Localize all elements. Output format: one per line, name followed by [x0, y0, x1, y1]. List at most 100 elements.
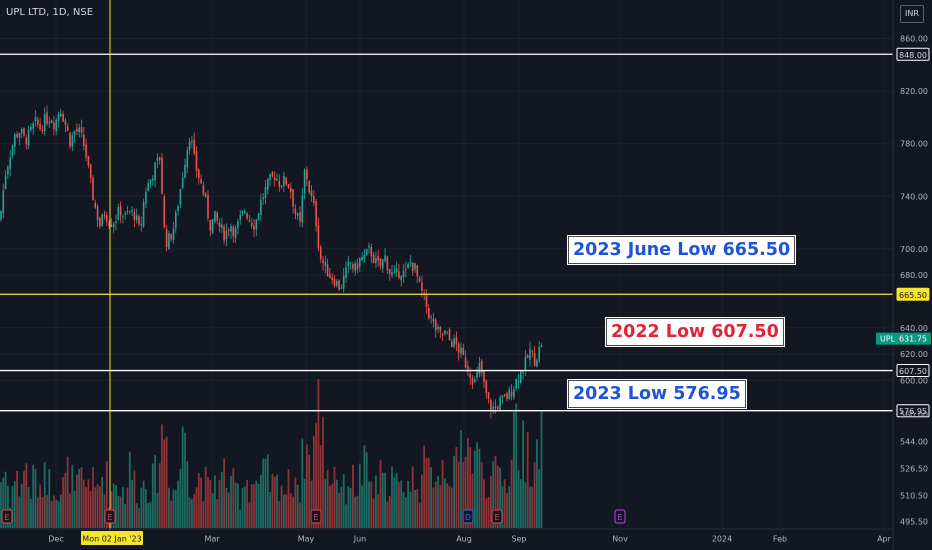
level-price-label: 607.50: [899, 367, 927, 376]
time-tick-label: Feb: [773, 535, 787, 544]
volume-bar: [303, 478, 306, 528]
volume-bar: [517, 470, 520, 528]
volume-bar: [510, 459, 513, 528]
volume-bar: [105, 461, 108, 528]
volume-bar: [467, 437, 469, 528]
volume-bar: [519, 478, 522, 528]
candle-body: [480, 360, 483, 373]
candle-body: [285, 177, 287, 185]
candle-body: [418, 278, 421, 281]
volume-bar: [103, 494, 106, 528]
volume-bar: [149, 501, 152, 528]
volume-bar: [71, 464, 74, 528]
candle-body: [230, 226, 232, 232]
horizontal-levels[interactable]: 848.00 665.50 607.50 576.95: [0, 47, 930, 418]
candle-body: [423, 293, 425, 295]
candle-body: [368, 245, 370, 248]
volume-bar: [370, 481, 373, 528]
volume-bar: [94, 487, 97, 528]
candle-body: [32, 123, 34, 129]
candle-body: [280, 185, 283, 187]
volume-bar: [393, 477, 396, 528]
volume-bar: [34, 468, 37, 528]
candle-body: [260, 199, 262, 216]
candle-body: [170, 234, 172, 240]
volume-bar: [124, 503, 127, 528]
volume-bar: [501, 486, 504, 528]
annotation-june-low[interactable]: 2023 June Low 665.50: [568, 236, 796, 264]
candle-body: [237, 221, 239, 228]
candle-body: [50, 120, 53, 124]
volume-bar: [18, 496, 21, 528]
candle-body: [152, 178, 154, 181]
candle-body: [379, 258, 382, 267]
volume-bar: [218, 479, 221, 528]
volume-bar: [36, 497, 39, 528]
candle-body: [299, 212, 301, 222]
volume-bar: [492, 461, 495, 528]
volume-bar: [158, 463, 161, 528]
volume-bar: [335, 479, 338, 528]
volume-bar: [82, 479, 85, 528]
volume-bar: [264, 458, 267, 528]
volume-bar: [329, 485, 331, 528]
volume-bar: [57, 501, 60, 528]
candle-body: [462, 347, 465, 355]
volume-bar: [250, 484, 253, 528]
time-tick-label: Aug: [456, 535, 472, 544]
candle-body: [478, 362, 481, 375]
annotation-2023-low[interactable]: 2023 Low 576.95: [568, 380, 746, 408]
candle-body: [165, 228, 168, 247]
candle-body: [89, 164, 92, 178]
candle-body: [296, 213, 299, 216]
earnings-event-marker: [462, 509, 474, 524]
candle-body: [526, 355, 529, 358]
volume-bar: [283, 494, 285, 528]
candle-body: [46, 112, 48, 124]
volume-bar: [278, 501, 281, 528]
candle-body: [508, 389, 511, 400]
candle-body: [432, 318, 435, 322]
volume-bar: [322, 416, 324, 528]
candle-body: [319, 247, 322, 260]
symbol-title: UPL LTD, 1D, NSE: [6, 7, 94, 18]
volume-bar: [23, 470, 25, 528]
candle-body: [517, 381, 520, 383]
candle-body: [158, 157, 161, 160]
price-tick-label: 860.00: [900, 35, 928, 44]
event-marker-letter: E: [4, 513, 9, 522]
candle-body: [451, 341, 453, 347]
volume-bar: [223, 458, 225, 528]
time-axis[interactable]: Dec Mon 02 Jan '23 Mar May Jun Aug Sep Nov 2024 F…: [48, 531, 892, 545]
candle-body: [16, 134, 18, 138]
candle-body: [138, 216, 140, 225]
price-tick-label: 526.50: [900, 465, 928, 474]
candle-body: [520, 370, 522, 383]
volume-bar: [356, 495, 359, 528]
volume-bar: [294, 477, 297, 528]
volume-bar: [280, 485, 283, 528]
price-axis[interactable]: 860.00 820.00 780.00 740.00 700.00 680.00 640.…: [876, 35, 931, 527]
candle-body: [499, 397, 501, 412]
candle-body: [457, 343, 460, 353]
candle-body: [315, 201, 317, 227]
candle-body: [129, 211, 131, 213]
currency-button[interactable]: INR: [900, 5, 924, 23]
volume-bar: [331, 484, 334, 528]
candle-body: [156, 157, 159, 161]
annotation-2022-low[interactable]: 2022 Low 607.50: [606, 318, 784, 346]
volume-bar: [151, 463, 154, 528]
volume-bar: [142, 480, 145, 528]
candle-body: [310, 190, 313, 197]
volume-bar: [526, 431, 529, 528]
candle-body: [60, 113, 62, 117]
candle-body: [193, 139, 195, 154]
price-tick-label: 600.00: [900, 376, 928, 385]
candle-body: [30, 126, 32, 130]
volume-bar: [214, 475, 216, 528]
volume-bar: [354, 496, 357, 528]
volume-bar: [427, 457, 430, 528]
event-marker-letter: E: [107, 513, 112, 522]
